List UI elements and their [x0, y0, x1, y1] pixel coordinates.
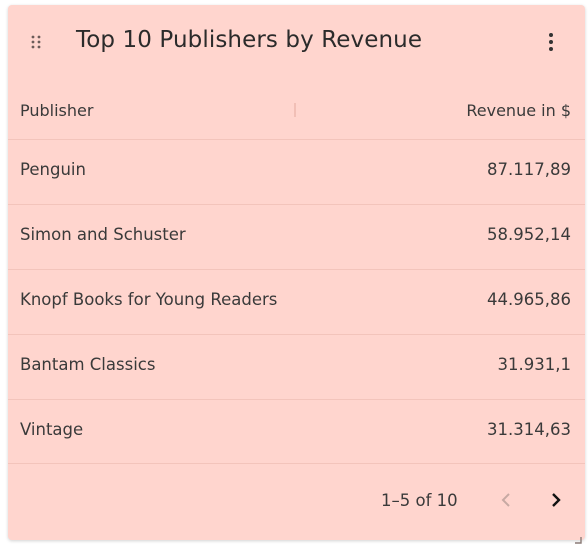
column-header-revenue[interactable]: Revenue in $	[466, 101, 571, 120]
cell-revenue: 44.965,86	[487, 290, 571, 309]
cell-publisher: Simon and Schuster	[20, 225, 186, 244]
table-row[interactable]: Knopf Books for Young Readers 44.965,86	[8, 269, 585, 334]
drag-handle-icon[interactable]	[30, 34, 42, 50]
cell-publisher: Vintage	[20, 420, 84, 439]
publishers-widget-card: Top 10 Publishers by Revenue Publisher R…	[8, 5, 585, 544]
cell-revenue: 58.952,14	[487, 225, 571, 244]
cell-publisher: Knopf Books for Young Readers	[20, 290, 278, 309]
column-resize-handle[interactable]	[294, 103, 296, 117]
table-header-row: Publisher Revenue in $	[8, 91, 585, 139]
more-options-button[interactable]	[539, 29, 563, 55]
table-pagination: 1–5 of 10	[8, 463, 585, 540]
table-row[interactable]: Bantam Classics 31.931,1	[8, 334, 585, 399]
chevron-right-icon	[552, 493, 561, 507]
table-row[interactable]: Vintage 31.314,63	[8, 399, 585, 464]
cell-revenue: 87.117,89	[487, 160, 571, 179]
resize-corner-icon[interactable]	[574, 529, 582, 544]
column-header-publisher[interactable]: Publisher	[20, 101, 94, 120]
next-page-button[interactable]	[542, 486, 570, 514]
cell-revenue: 31.314,63	[487, 420, 571, 439]
cell-revenue: 31.931,1	[497, 355, 571, 374]
pagination-range-label: 1–5 of 10	[381, 491, 458, 510]
cell-publisher: Penguin	[20, 160, 86, 179]
table-row[interactable]: Penguin 87.117,89	[8, 139, 585, 204]
table-row[interactable]: Simon and Schuster 58.952,14	[8, 204, 585, 269]
widget-title: Top 10 Publishers by Revenue	[76, 27, 423, 53]
more-vertical-icon	[549, 33, 553, 51]
cell-publisher: Bantam Classics	[20, 355, 156, 374]
widget-header: Top 10 Publishers by Revenue	[8, 5, 585, 77]
previous-page-button[interactable]	[492, 486, 520, 514]
chevron-left-icon	[501, 493, 510, 507]
